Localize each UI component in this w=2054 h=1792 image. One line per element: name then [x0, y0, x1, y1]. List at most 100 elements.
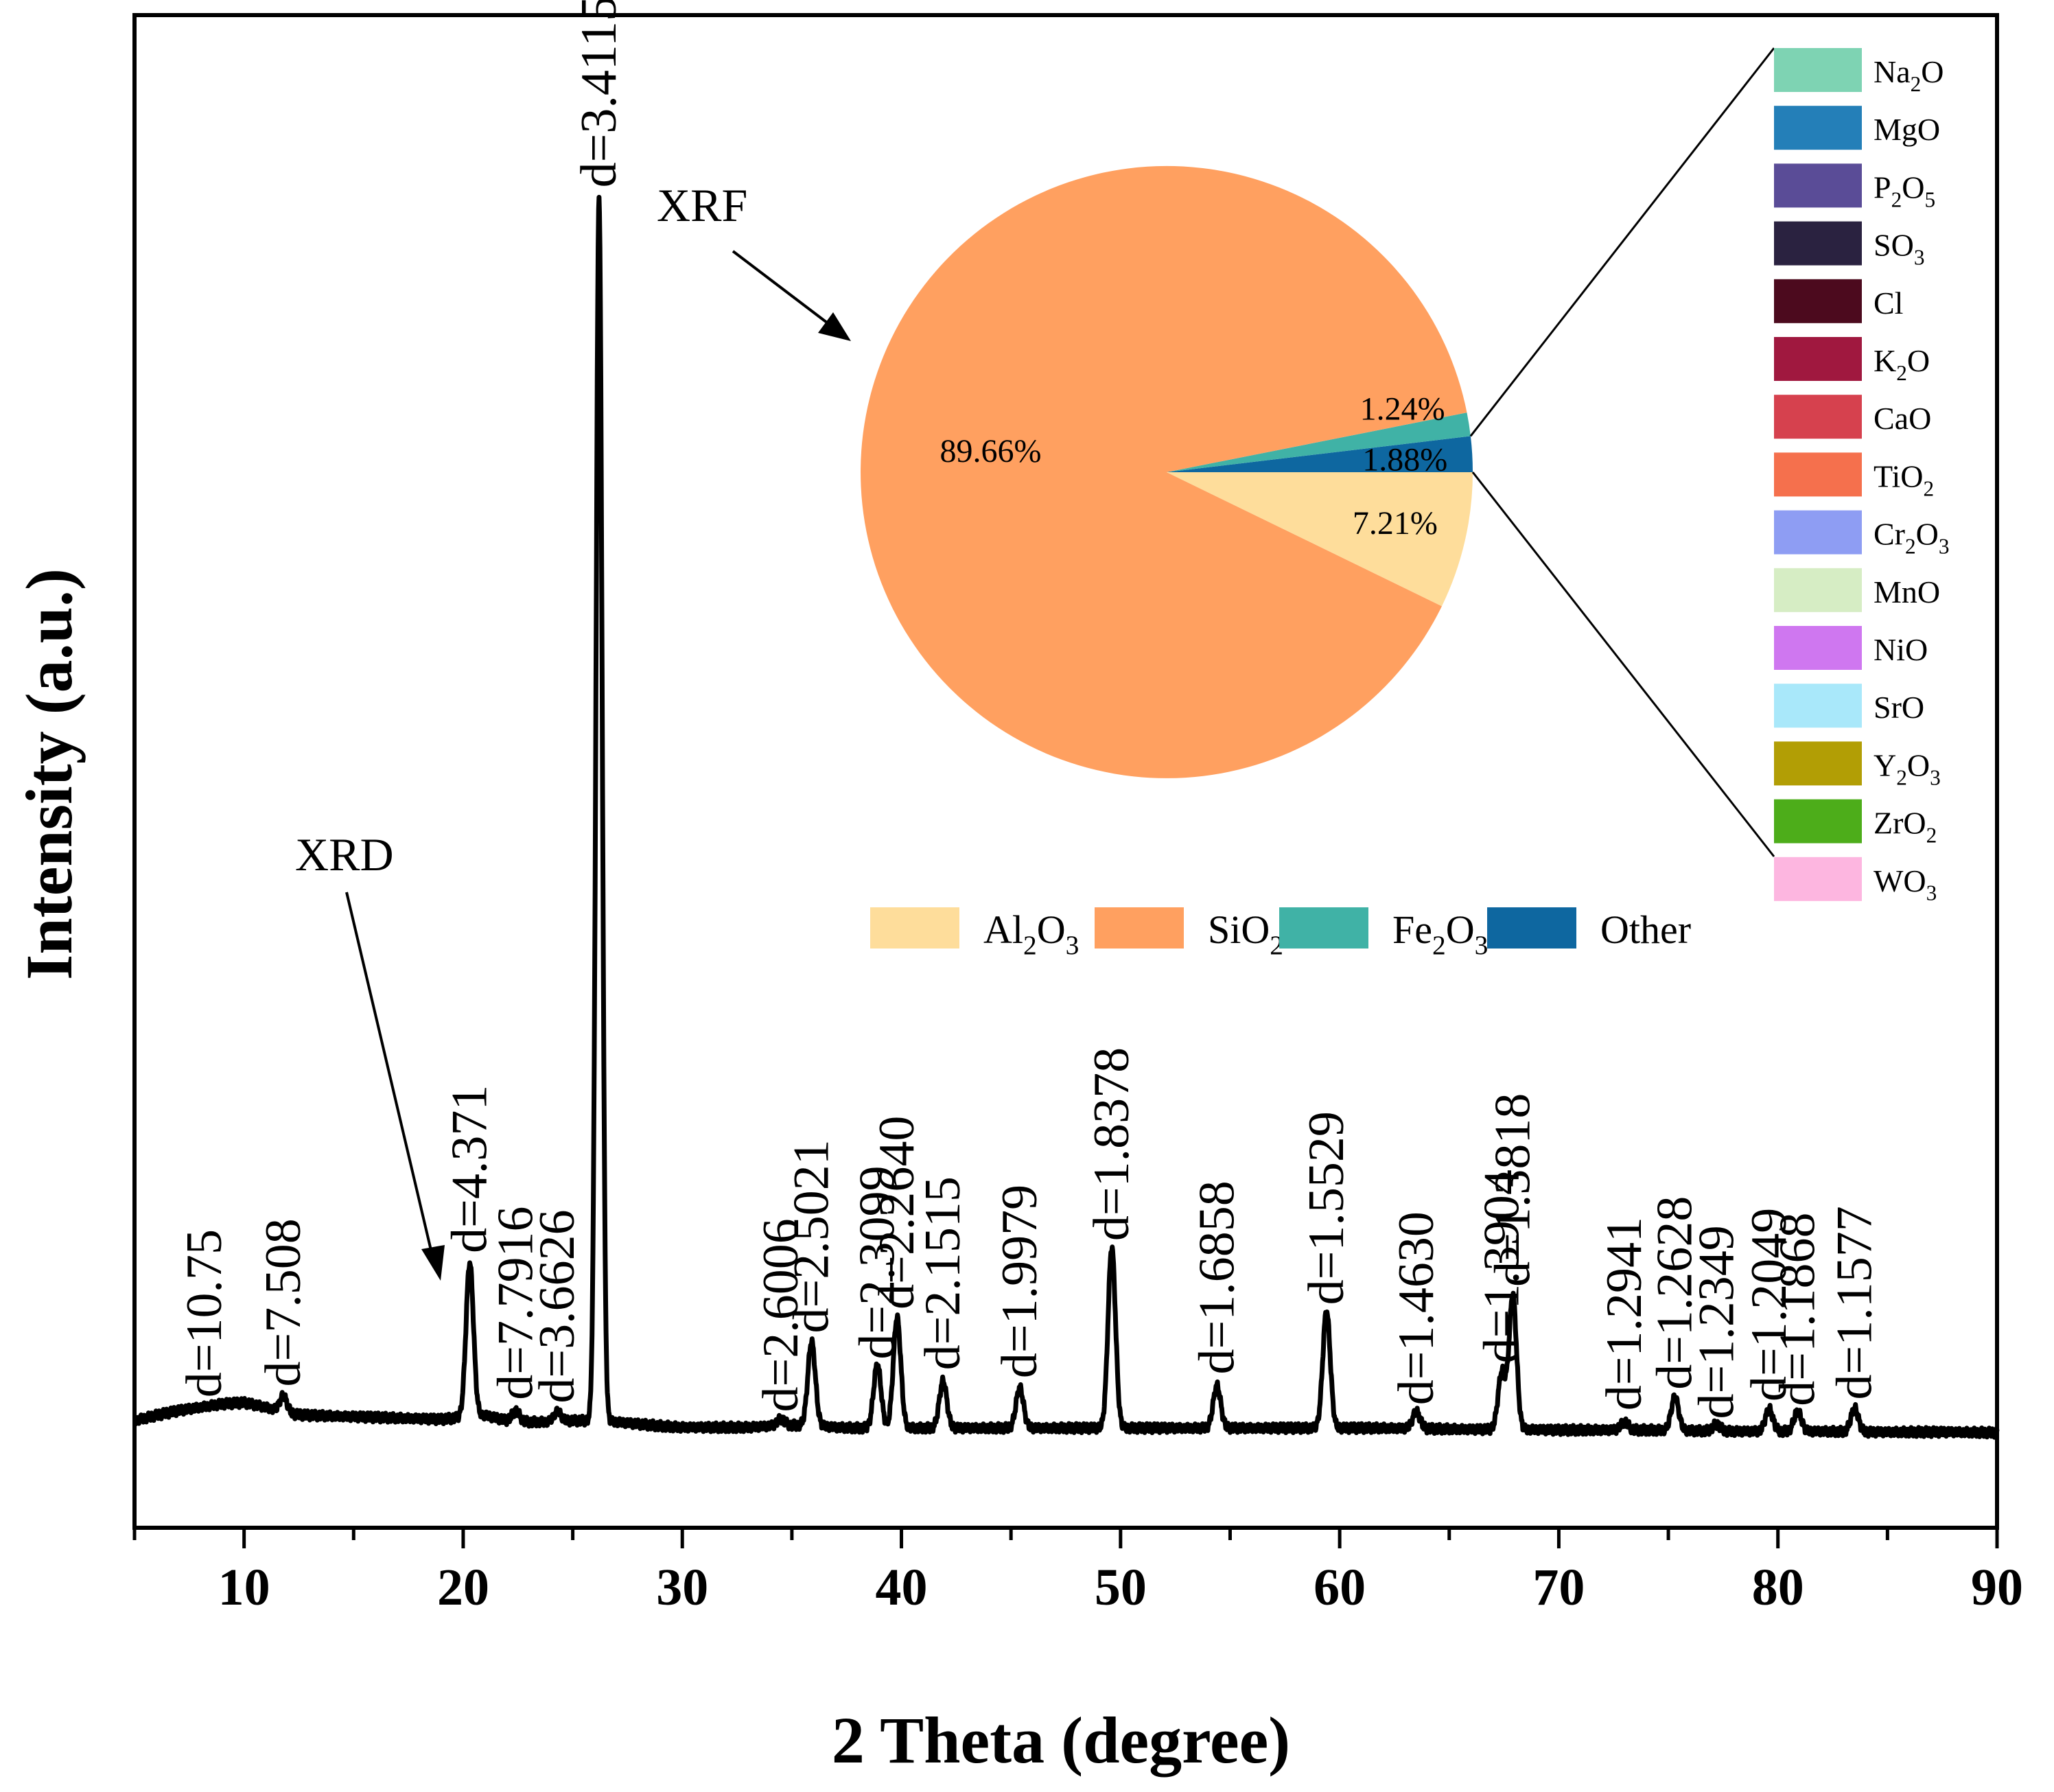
pie-slice [861, 165, 1467, 778]
breakdown-swatch [1774, 106, 1862, 150]
xrd-series-line [132, 194, 2000, 1440]
peak-label: d=2.1515 [915, 1176, 971, 1370]
subscript-text: 2 [1896, 765, 1907, 789]
formula-text: O [1916, 517, 1939, 552]
x-tick-label: 50 [1095, 1559, 1147, 1616]
legend-swatch [1279, 907, 1368, 949]
legend-label: Fe2O3 [1392, 907, 1488, 960]
breakdown-swatch [1774, 163, 1862, 208]
legend-label: Other [1600, 907, 1691, 952]
peak-label: d=1.3904 [1473, 1170, 1530, 1363]
legend-swatch [870, 907, 959, 949]
peak-label: d=1.5529 [1298, 1111, 1355, 1305]
subscript-text: 2 [1923, 476, 1934, 500]
connector-line [1469, 47, 1775, 437]
breakdown-swatch [1774, 221, 1862, 266]
plot-frame [132, 13, 1999, 1530]
breakdown-swatch [1774, 452, 1862, 497]
formula-text: O [1241, 907, 1270, 952]
formula-text: Fe [1392, 907, 1432, 952]
subscript-text: 3 [1914, 245, 1925, 269]
xrf-pie-legend: Al2O3 SiO2 Fe2O3 Other [870, 907, 1691, 960]
legend-label: Y2O3 [1874, 747, 1941, 789]
xrd-annotation: XRD [295, 828, 394, 881]
pie-slice-label: 89.66% [940, 433, 1042, 469]
pie-slice [1167, 472, 1473, 607]
subscript-text: 2 [1023, 930, 1037, 960]
subscript-text: 2 [1911, 72, 1922, 96]
x-tick-label: 30 [656, 1559, 708, 1616]
subscript-text: 3 [1475, 930, 1489, 960]
peak-label: d=1.2049 [1741, 1208, 1797, 1401]
legend-label: Cl [1874, 286, 1903, 321]
breakdown-swatch [1774, 395, 1862, 439]
formula-text: TiO [1874, 458, 1923, 493]
peak-label: d=1.6858 [1189, 1180, 1245, 1374]
pie-slice-label: 7.21% [1353, 505, 1438, 542]
x-tick-label: 60 [1314, 1559, 1366, 1616]
x-tick-label: 90 [1971, 1559, 2023, 1616]
legend-swatch [1095, 907, 1184, 949]
formula-text: Cl [1874, 286, 1903, 321]
subscript-text: 2 [1926, 823, 1937, 847]
xrf-arrow-head [818, 312, 851, 341]
formula-text: NiO [1874, 632, 1928, 667]
peak-label: d=1.2349 [1688, 1225, 1744, 1419]
formula-text: O [1907, 343, 1930, 378]
xrf-pie: 7.21% 89.66% 1.24% 1.88% [861, 47, 1775, 857]
breakdown-swatch [1774, 799, 1862, 843]
x-tick-label: 70 [1532, 1559, 1585, 1616]
pie-slice-label: 1.88% [1362, 442, 1447, 478]
legend-label: MnO [1874, 574, 1940, 609]
subscript-text: 3 [1930, 765, 1941, 789]
x-tick-label: 40 [876, 1559, 928, 1616]
peak-label: d=10.75 [176, 1229, 233, 1397]
legend-swatch [1487, 907, 1576, 949]
pie-slice-label: 1.24% [1360, 391, 1445, 428]
formula-text: P [1874, 170, 1891, 205]
formula-text: K [1874, 343, 1896, 378]
formula-text: WO [1874, 863, 1926, 898]
formula-text: O [1446, 907, 1475, 952]
legend-label: P2O5 [1874, 170, 1935, 211]
peak-label: d=1.3818 [1484, 1093, 1541, 1287]
peak-label: d=2.5021 [784, 1139, 840, 1333]
peak-label: d=1.2628 [1647, 1196, 1703, 1390]
x-tick-label: 20 [437, 1559, 489, 1616]
x-tick-label: 10 [218, 1559, 270, 1616]
peak-label: d=1.4630 [1388, 1211, 1445, 1405]
breakdown-swatch [1774, 568, 1862, 612]
formula-text: ZrO [1874, 806, 1926, 841]
subscript-text: 3 [1926, 881, 1937, 905]
formula-text: MnO [1874, 574, 1940, 609]
legend-label: ZrO2 [1874, 806, 1937, 848]
legend-label: Na2O [1874, 54, 1944, 96]
breakdown-swatch [1774, 48, 1862, 92]
peak-label: d=1.1577 [1827, 1206, 1883, 1399]
formula-text: O [1037, 907, 1066, 952]
formula-text: CaO [1874, 401, 1931, 436]
connector-line [1471, 472, 1775, 857]
legend-label: SrO [1874, 690, 1924, 725]
peak-label: d=1.9979 [992, 1185, 1048, 1378]
peak-label: d=1.1868 [1769, 1212, 1825, 1406]
peak-label: d=7.508 [255, 1218, 312, 1386]
xrd-axes: 10 20 30 40 50 60 70 80 90 [132, 13, 2023, 1616]
pie-slice [1167, 412, 1471, 472]
breakdown-swatch [1774, 337, 1862, 381]
formula-text: Na [1874, 54, 1911, 89]
formula-text: SrO [1874, 690, 1924, 725]
breakdown-swatch [1774, 626, 1862, 670]
peak-label: d=3.4115 [571, 0, 627, 187]
peak-label: d=2.2640 [869, 1116, 925, 1310]
x-tick-label: 80 [1752, 1559, 1804, 1616]
peak-label: d=2.6006 [753, 1218, 809, 1412]
y-axis-title: Intensity (a.u.) [12, 568, 86, 980]
x-axis-title: 2 Theta (degree) [832, 1703, 1290, 1777]
subscript-text: 2 [1432, 930, 1446, 960]
breakdown-swatch [1774, 510, 1862, 555]
subscript-text: 3 [1939, 534, 1950, 558]
breakdown-swatch [1774, 741, 1862, 786]
